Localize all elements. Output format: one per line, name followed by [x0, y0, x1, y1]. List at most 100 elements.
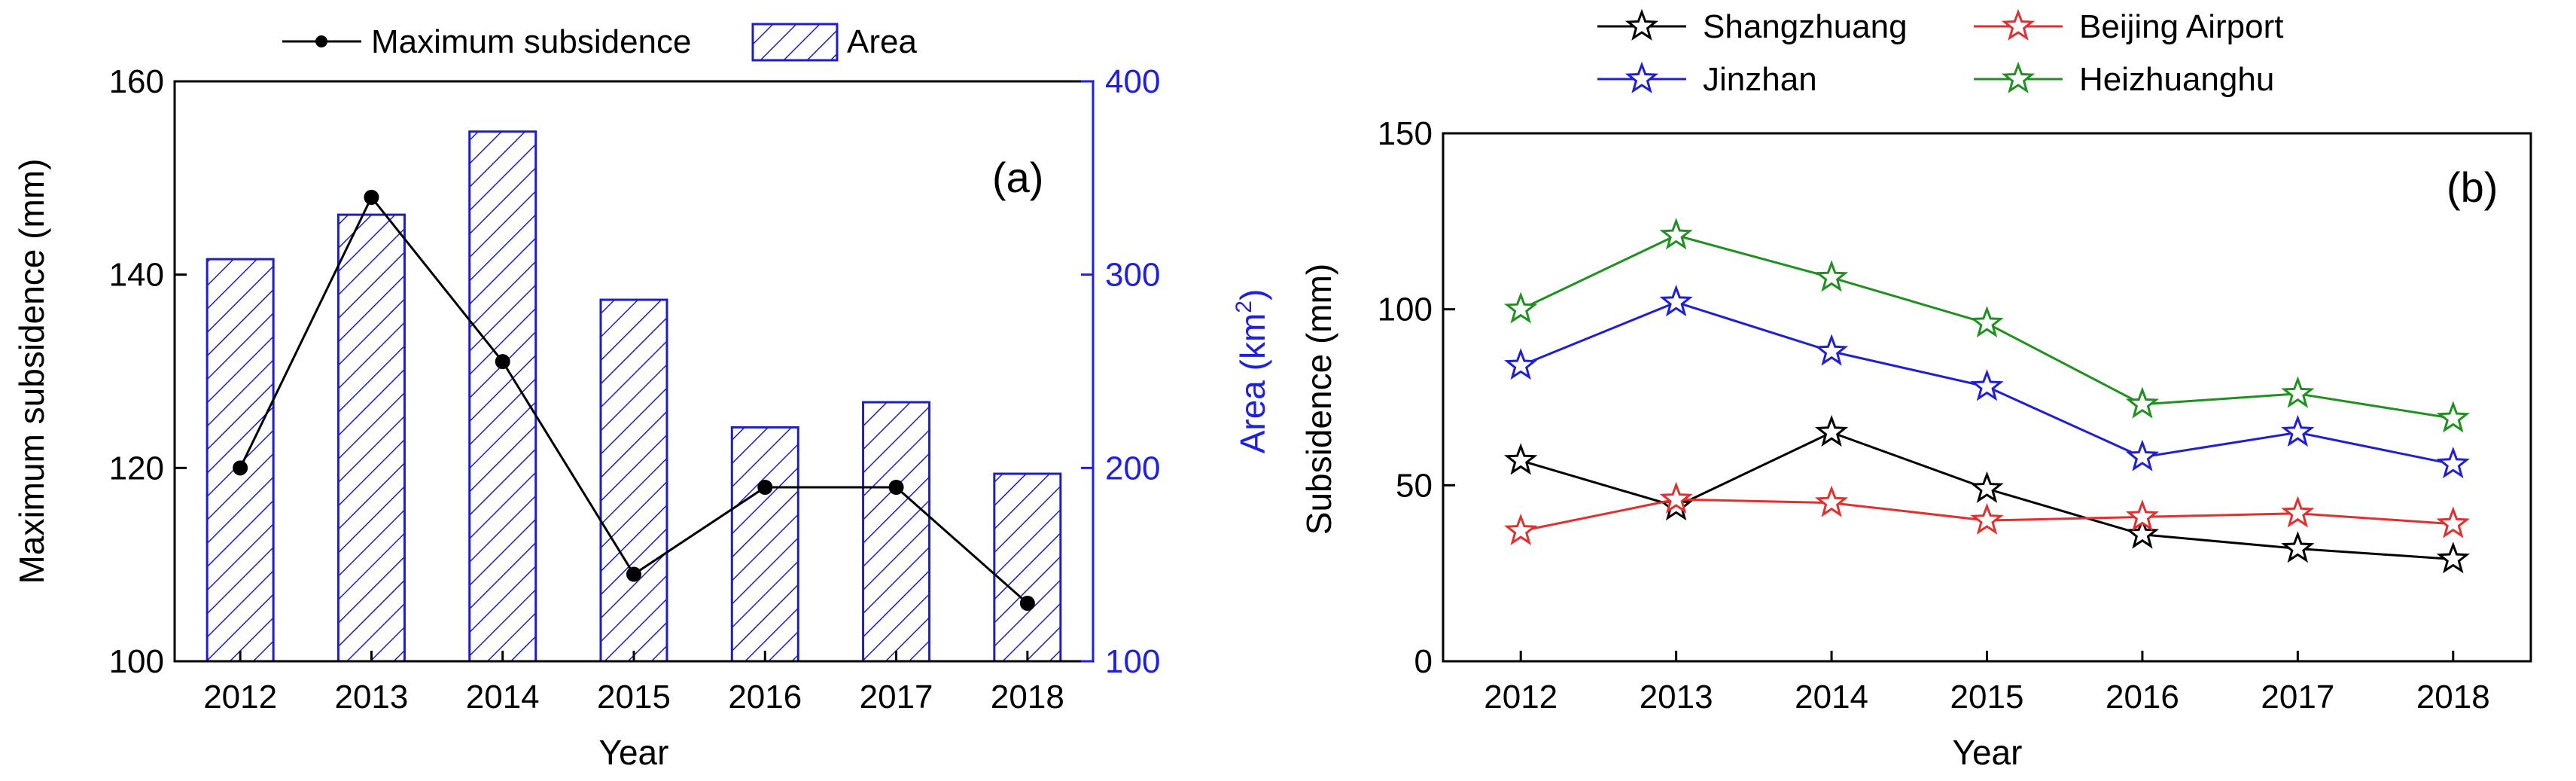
area-bar-2018 [993, 472, 1062, 663]
area-bars [206, 130, 1062, 663]
area-bar-2017 [862, 401, 931, 663]
x-tick-label-a-2016: 2016 [728, 679, 802, 715]
area-bar-2012 [206, 258, 275, 663]
max-subsidence-point-2012 [233, 460, 248, 476]
legend-b-marker-heizhuanghu [2001, 61, 2036, 93]
x-tick-label-a-2012: 2012 [203, 679, 277, 715]
series-point-shangzhuang-2015 [1970, 471, 2004, 503]
right-y-tick-label-100: 100 [1105, 643, 1160, 680]
legend-a-bar-swatch [751, 23, 839, 62]
max-subsidence-point-2015 [626, 566, 641, 582]
area-bar-2014 [468, 130, 537, 663]
legend-b-label-shangzhuang: Shangzhuang [1703, 8, 1908, 45]
series-point-jinzhan-2016 [2125, 439, 2160, 471]
series-point-heizhuanghu-2014 [1814, 260, 1849, 292]
series-point-shangzhuang-2016 [2125, 517, 2160, 549]
series-point-heizhuanghu-2018 [2436, 401, 2470, 433]
series-point-jinzhan-2015 [1970, 369, 2004, 401]
x-tick-label-b-2018: 2018 [2416, 679, 2490, 715]
y-axis-title-b: Subsidence (mm) [1299, 264, 1338, 535]
series-point-heizhuanghu-2015 [1970, 306, 2004, 338]
y2-title-prefix: Area (km [1233, 313, 1272, 454]
series-point-heizhuanghu-2012 [1504, 291, 1538, 324]
legend-b-marker-beijing-airport [2001, 8, 2036, 41]
series-point-shangzhuang-2014 [1814, 414, 1849, 447]
x-tick-label-a-2018: 2018 [991, 679, 1064, 715]
x-axis-title-a: Year [599, 733, 669, 772]
legend-b-label-jinzhan: Jinzhan [1703, 61, 1817, 98]
right-y-tick-label-400: 400 [1105, 63, 1160, 100]
series-point-heizhuanghu-2013 [1659, 218, 1693, 250]
series-point-beijing-airport-2014 [1814, 485, 1849, 517]
x-tick-label-b-2014: 2014 [1795, 679, 1868, 715]
legend-b-marker-shangzhuang [1624, 8, 1659, 41]
panel-b-chart: Shangzhuang Beijing Airport Jinzhan Heiz… [1299, 8, 2532, 772]
series-point-jinzhan-2018 [2436, 447, 2470, 479]
legend-a: Maximum subsidence Area [282, 23, 917, 62]
y-tick-label-b-50: 50 [1396, 467, 1433, 504]
plot-frame-b [1442, 132, 2532, 663]
right-y-ticks-a: 100 200 300 400 [1081, 63, 1160, 680]
area-bar-2016 [730, 426, 799, 663]
series-point-shangzhuang-2018 [2436, 542, 2470, 574]
series-point-beijing-airport-2016 [2125, 499, 2160, 532]
series-point-beijing-airport-2018 [2436, 506, 2470, 538]
max-subsidence-point-2017 [888, 480, 904, 495]
y2-axis-title-a: Area (km2) [1232, 289, 1272, 454]
y-axis-title-a: Maximum subsidence (mm) [12, 159, 51, 584]
y2-title-suffix: ) [1233, 289, 1272, 301]
left-y-tick-label-140: 140 [109, 257, 164, 294]
y-tick-label-b-0: 0 [1414, 643, 1433, 680]
series-point-beijing-airport-2013 [1659, 481, 1693, 514]
subsidence-series [1504, 218, 2470, 574]
panel-label-a: (a) [992, 154, 1043, 201]
legend-b-label-beijing-airport: Beijing Airport [2079, 8, 2283, 45]
series-point-jinzhan-2017 [2281, 414, 2315, 447]
series-point-shangzhuang-2012 [1504, 443, 1538, 475]
max-subsidence-point-2016 [757, 480, 773, 495]
series-point-shangzhuang-2017 [2281, 531, 2315, 563]
right-y-tick-label-300: 300 [1105, 257, 1160, 294]
series-point-jinzhan-2012 [1504, 348, 1538, 380]
panel-a-chart: Maximum subsidence Area 100 120 140 160 100… [12, 23, 1272, 772]
right-y-tick-label-200: 200 [1105, 450, 1160, 487]
x-tick-label-b-2016: 2016 [2106, 679, 2179, 715]
legend-b: Shangzhuang Beijing Airport Jinzhan Heiz… [1597, 8, 2283, 98]
x-tick-label-b-2012: 2012 [1484, 679, 1557, 715]
series-point-heizhuanghu-2016 [2125, 386, 2160, 419]
series-point-jinzhan-2013 [1659, 284, 1693, 317]
left-y-tick-label-160: 160 [109, 63, 164, 100]
x-ticks-a: 2012 2013 2014 2015 2016 2017 2018 [203, 651, 1064, 715]
x-tick-label-b-2013: 2013 [1640, 679, 1713, 715]
x-tick-label-a-2015: 2015 [597, 679, 671, 715]
left-y-tick-label-100: 100 [109, 643, 164, 680]
max-subsidence-point-2018 [1019, 596, 1035, 611]
series-point-beijing-airport-2012 [1504, 513, 1538, 545]
legend-a-line-marker [315, 35, 327, 47]
x-tick-label-b-2017: 2017 [2261, 679, 2334, 715]
area-bar-2013 [336, 213, 406, 663]
x-axis-title-b: Year [1953, 733, 2023, 772]
series-point-beijing-airport-2015 [1970, 502, 2004, 535]
series-point-heizhuanghu-2017 [2281, 376, 2315, 408]
legend-a-bar-label: Area [847, 23, 917, 60]
x-tick-label-b-2015: 2015 [1950, 679, 2024, 715]
y-tick-label-b-100: 100 [1378, 291, 1433, 328]
left-y-tick-label-120: 120 [109, 450, 164, 487]
max-subsidence-point-2013 [364, 190, 379, 205]
max-subsidence-series [233, 190, 1035, 611]
panel-label-b: (b) [2447, 163, 2498, 211]
x-tick-label-a-2017: 2017 [860, 679, 933, 715]
legend-b-marker-jinzhan [1624, 61, 1659, 93]
series-point-jinzhan-2014 [1814, 334, 1849, 366]
x-tick-label-a-2013: 2013 [334, 679, 408, 715]
legend-a-line-label: Maximum subsidence [371, 23, 692, 60]
x-ticks-b: 2012 2013 2014 2015 2016 2017 2018 [1484, 651, 2490, 715]
y-tick-label-b-150: 150 [1378, 115, 1433, 152]
area-bar-2015 [599, 298, 668, 663]
y-ticks-b: 0 50 100 150 [1378, 115, 1455, 680]
max-subsidence-point-2014 [495, 354, 510, 370]
left-y-ticks-a: 100 120 140 160 [109, 63, 187, 680]
x-tick-label-a-2014: 2014 [466, 679, 540, 715]
